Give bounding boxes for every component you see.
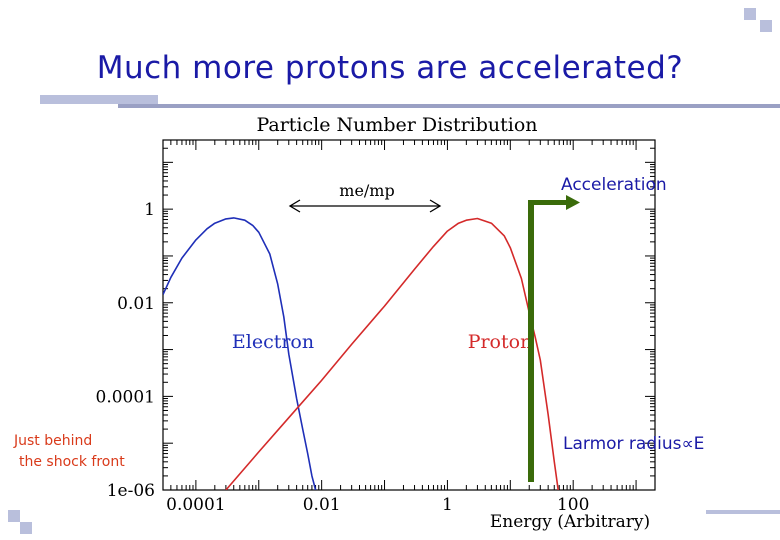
x-tick-label: 100 [557,495,589,515]
electron-label: Electron [232,331,314,353]
corner-decoration-top-right [744,8,756,20]
y-tick-label: 1 [144,200,155,220]
chart-title: Particle Number Distribution [256,114,537,136]
corner-decoration-bottom-left [8,510,20,522]
x-axis-label: Energy (Arbitrary) [490,512,650,532]
y-tick-label: 0.0001 [96,387,155,407]
title-underline-accent [40,95,158,104]
ratio-arrow-head-left [288,199,301,213]
corner-decoration-top-right-2 [760,20,772,32]
ratio-arrow-head-right [429,199,442,213]
y-tick-label: 0.01 [117,294,155,314]
axis-ticks [162,139,656,491]
y-tick-label: 1e-06 [107,481,155,501]
x-tick-label: 0.0001 [166,495,225,515]
shock-front-note-line2: the shock front [19,454,125,470]
x-tick-label: 0.01 [303,495,341,515]
acceleration-arrow-head [566,195,580,210]
series-line-proton [225,217,559,490]
axis-labels: 0.0001 0.01 1 100 1 0.01 0.0001 1e-06 [96,200,590,515]
proton-label: Proton [468,331,533,353]
series-group [163,217,559,490]
acceleration-arrow-shaft [528,200,566,205]
acceleration-limit-bar [528,202,534,482]
acceleration-annotation: Acceleration [561,175,667,195]
plot-frame [162,139,656,491]
shock-front-note-line1: Just behind [14,433,93,449]
larmor-annotation: Larmor radius∝E [563,434,704,454]
bottom-right-rule [706,510,780,514]
series-line-electron [163,217,317,490]
ratio-annotation: me/mp [339,181,394,200]
x-tick-label: 1 [442,495,453,515]
corner-decoration-bottom-left-2 [20,522,32,534]
title-underline [118,104,780,108]
slide-title: Much more protons are accelerated? [96,50,684,86]
